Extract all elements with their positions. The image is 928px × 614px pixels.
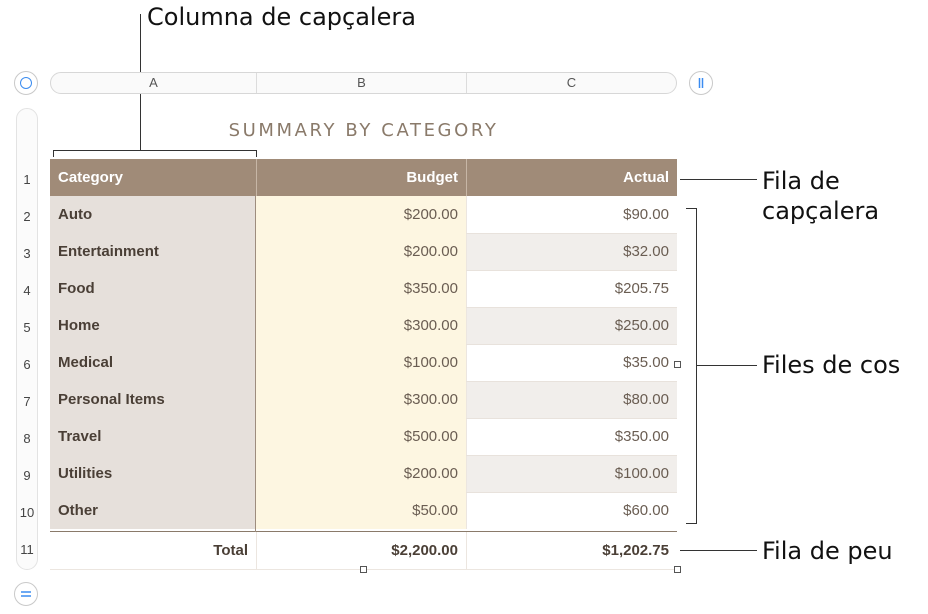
column-letter-b[interactable]: B [357,75,366,90]
budget-cell[interactable]: $500.00 [256,418,466,455]
resize-handle-right[interactable] [674,361,681,368]
category-cell[interactable]: Medical [50,344,255,381]
row-number[interactable]: 11 [20,542,34,557]
actual-cell[interactable]: $100.00 [466,455,677,492]
actual-cell[interactable]: $90.00 [466,196,677,233]
budget-cell[interactable]: $300.00 [256,307,466,344]
row-number-bar[interactable] [16,108,38,570]
select-table-button[interactable] [14,71,38,95]
add-column-button[interactable] [689,71,713,95]
row-number[interactable]: 8 [23,431,31,446]
callout-header-row-line1: Fila de [762,167,840,195]
add-row-button[interactable] [14,582,38,606]
budget-cell[interactable]: $200.00 [256,455,466,492]
column-header-bar[interactable]: A B C [50,72,677,94]
budget-cell[interactable]: $350.00 [256,270,466,307]
header-cell-budget[interactable]: Budget [256,159,466,196]
actual-cell[interactable]: $80.00 [466,381,677,418]
row-number[interactable]: 3 [23,246,31,261]
category-cell[interactable]: Auto [50,196,255,233]
actual-cell[interactable]: $350.00 [466,418,677,455]
budget-cell[interactable]: $300.00 [256,381,466,418]
category-cell[interactable]: Home [50,307,255,344]
footer-budget-cell[interactable]: $2,200.00 [256,532,466,569]
equals-icon [21,591,31,597]
category-cell[interactable]: Food [50,270,255,307]
category-cell[interactable]: Personal Items [50,381,255,418]
row-number[interactable]: 7 [23,394,31,409]
row-number[interactable]: 1 [23,172,31,187]
body-rows-bracket [696,208,697,524]
actual-cell[interactable]: $250.00 [466,307,677,344]
table-title[interactable]: SUMMARY BY CATEGORY [228,120,499,141]
resize-handle-bottom[interactable] [360,566,367,573]
callout-header-column: Columna de capçalera [147,3,416,31]
budget-cell[interactable]: $200.00 [256,196,466,233]
header-column-divider [255,196,256,532]
callout-header-row: Fila de capçalera [762,166,879,226]
header-column-bracket [53,150,257,151]
footer-label-cell[interactable]: Total [50,532,256,569]
header-cell-category[interactable]: Category [50,159,256,196]
budget-cell[interactable]: $100.00 [256,344,466,381]
actual-cell[interactable]: $60.00 [466,492,677,529]
callout-footer-row: Fila de peu [762,537,893,565]
header-cell-actual[interactable]: Actual [466,159,677,196]
callout-body-rows: Files de cos [762,351,901,379]
row-number[interactable]: 2 [23,209,31,224]
category-cell[interactable]: Entertainment [50,233,255,270]
circle-icon [20,77,32,89]
category-cell[interactable]: Other [50,492,255,529]
row-number[interactable]: 9 [23,468,31,483]
category-cell[interactable]: Utilities [50,455,255,492]
budget-cell[interactable]: $200.00 [256,233,466,270]
callout-body-rows-line [697,365,757,366]
actual-cell[interactable]: $32.00 [466,233,677,270]
actual-cell[interactable]: $205.75 [466,270,677,307]
column-letter-a[interactable]: A [149,75,158,90]
callout-footer-row-line [680,550,757,551]
row-number[interactable]: 6 [23,357,31,372]
budget-cell[interactable]: $50.00 [256,492,466,529]
callout-header-row-line2: capçalera [762,197,880,225]
row-number[interactable]: 4 [23,283,31,298]
callout-header-row-line [680,179,757,180]
row-number[interactable]: 5 [23,320,31,335]
category-cell[interactable]: Travel [50,418,255,455]
column-letter-c[interactable]: C [566,75,577,90]
actual-cell[interactable]: $35.00 [466,344,677,381]
resize-handle-corner[interactable] [674,566,681,573]
row-number[interactable]: 10 [19,505,35,520]
pause-icon [698,78,704,88]
footer-actual-cell[interactable]: $1,202.75 [466,532,677,569]
